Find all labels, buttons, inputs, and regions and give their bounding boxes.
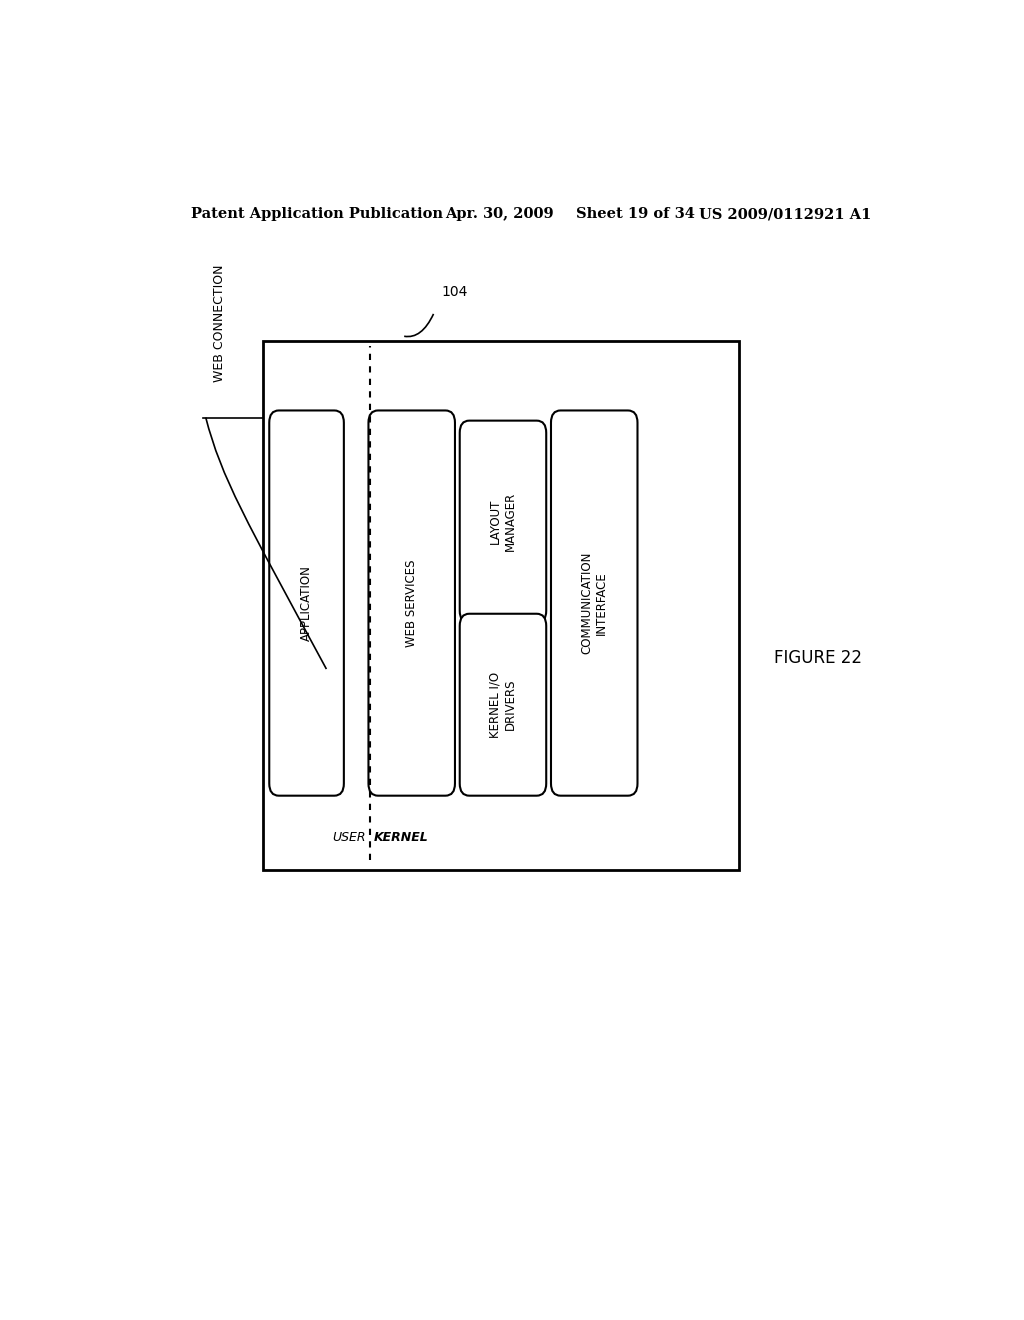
Text: 104: 104 xyxy=(441,285,468,298)
Text: USER: USER xyxy=(333,832,367,845)
Text: Patent Application Publication: Patent Application Publication xyxy=(191,207,443,222)
Text: FIGURE 22: FIGURE 22 xyxy=(774,649,862,668)
Text: WEB CONNECTION: WEB CONNECTION xyxy=(213,264,225,381)
FancyBboxPatch shape xyxy=(551,411,638,796)
Text: KERNEL I/O
DRIVERS: KERNEL I/O DRIVERS xyxy=(489,672,517,738)
FancyBboxPatch shape xyxy=(460,421,546,623)
FancyBboxPatch shape xyxy=(369,411,455,796)
FancyBboxPatch shape xyxy=(263,342,739,870)
Text: KERNEL: KERNEL xyxy=(374,832,429,845)
Text: LAYOUT
MANAGER: LAYOUT MANAGER xyxy=(489,492,517,552)
Text: COMMUNICATION
INTERFACE: COMMUNICATION INTERFACE xyxy=(581,552,608,655)
Text: US 2009/0112921 A1: US 2009/0112921 A1 xyxy=(699,207,871,222)
Text: APPLICATION: APPLICATION xyxy=(300,565,313,642)
FancyBboxPatch shape xyxy=(269,411,344,796)
FancyBboxPatch shape xyxy=(460,614,546,796)
Text: WEB SERVICES: WEB SERVICES xyxy=(406,560,418,647)
Text: Apr. 30, 2009: Apr. 30, 2009 xyxy=(445,207,554,222)
Text: Sheet 19 of 34: Sheet 19 of 34 xyxy=(577,207,695,222)
